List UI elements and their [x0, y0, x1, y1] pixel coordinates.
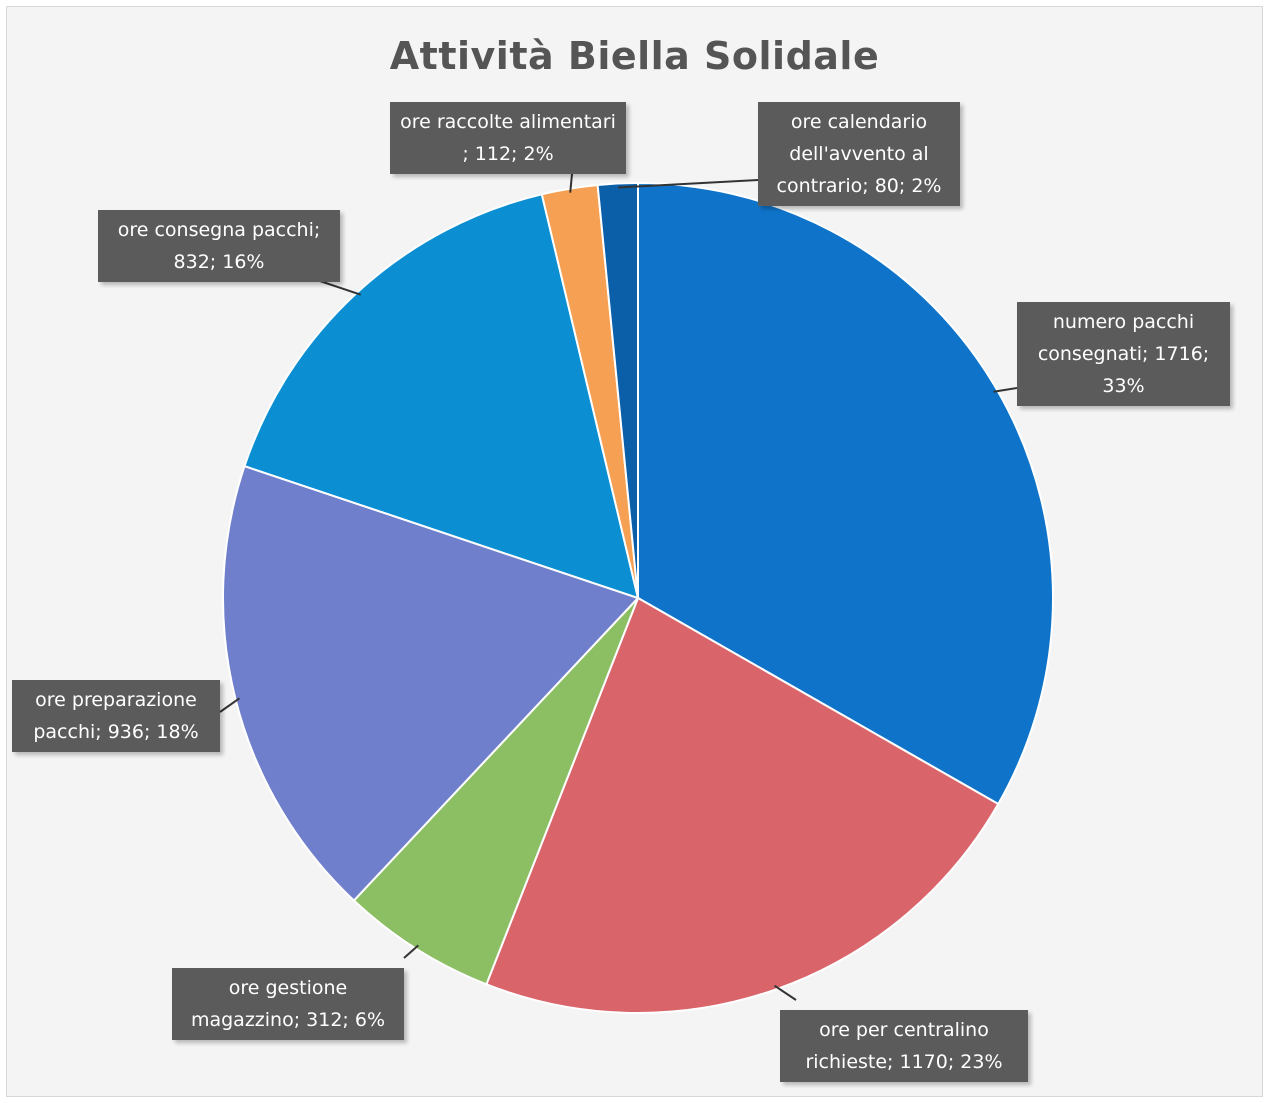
leader-line-6	[617, 179, 759, 189]
chart-title: Attività Biella Solidale	[389, 34, 880, 78]
data-label-gestione-magazzino: ore gestione magazzino; 312; 6%	[172, 968, 404, 1040]
data-label-centralino: ore per centralino richieste; 1170; 23%	[780, 1010, 1028, 1082]
leader-line-5	[569, 173, 573, 193]
data-label-raccolte-alimentari: ore raccolte alimentari ; 112; 2%	[390, 102, 626, 174]
pie-slice-4	[243, 193, 640, 600]
data-label-preparazione-pacchi: ore preparazione pacchi; 936; 18%	[12, 680, 220, 752]
data-label-numero-pacchi: numero pacchi consegnati; 1716; 33%	[1017, 302, 1230, 406]
pie-slice-3	[222, 464, 640, 902]
data-label-consegna-pacchi: ore consegna pacchi; 832; 16%	[98, 210, 340, 282]
leader-line-2	[403, 944, 419, 959]
pie-slice-6	[596, 181, 639, 599]
data-label-calendario-avvento: ore calendario dell'avvento al contrario…	[758, 102, 960, 206]
pie-slice-2	[352, 597, 639, 986]
pie-slice-1	[485, 596, 1000, 1014]
pie-slices	[222, 181, 1054, 1014]
leader-line-1	[773, 984, 797, 1001]
leader-line-0	[993, 387, 1018, 393]
leader-line-3	[219, 697, 241, 713]
